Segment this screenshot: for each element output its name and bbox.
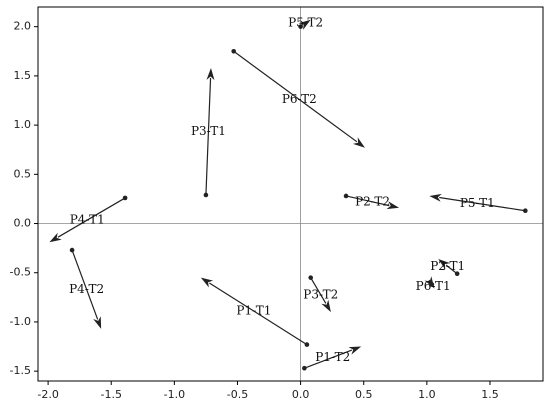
arrow-label: P3-T1 [191,124,226,138]
x-tick-label: -2.0 [37,388,58,401]
arrow-label: P5-T1 [460,196,495,210]
arrow-start [308,275,314,280]
arrow-label: P1-T1 [236,304,271,318]
arrow-label: P1-T2 [315,350,350,364]
arrow-shaft [71,249,99,320]
x-tick-label: -1.5 [100,388,121,401]
arrow-shaft [208,282,308,346]
arrow-label: P4-T2 [69,282,104,296]
y-tick-label: 0.5 [14,167,32,180]
arrow-start [203,192,209,198]
arrow-shaft [345,195,390,207]
arrow-label: P4-T1 [70,213,105,227]
x-tick-label: 1.5 [481,388,499,401]
arrow-start [298,24,303,29]
arrow-head [49,232,62,243]
arrow-head [429,193,442,202]
x-tick-label: 0.0 [292,388,310,401]
arrow-start [122,195,128,201]
arrow-head [352,137,365,148]
arrow-start [429,282,435,287]
y-tick-label: 2.0 [14,20,32,33]
y-tick-label: -1.5 [10,364,31,377]
arrow-shaft [310,277,327,304]
arrow-shaft [304,349,353,369]
arrow-label: P2-T1 [430,259,465,273]
y-tick-label: 1.5 [14,69,32,82]
arrow-start [69,247,75,253]
arrow-shaft [205,77,212,196]
arrow-label: P2-T2 [355,194,390,208]
x-tick-label: -0.5 [227,388,248,401]
arrow-head [200,277,214,288]
y-tick-label: -0.5 [10,266,31,279]
arrow-head [438,258,451,270]
arrow-head [298,19,311,30]
y-tick-label: 1.0 [14,118,32,131]
plot-frame [37,6,544,382]
arrow-start [454,271,460,277]
arrow-head [321,299,331,313]
x-tick-label: -1.0 [164,388,185,401]
arrow-head [348,346,362,355]
arrow-shaft [57,197,126,238]
x-tick-label: 0.5 [355,388,373,401]
x-tick-label: 1.0 [418,388,436,401]
arrow-start [304,342,310,347]
arrow-label: P5-T2 [288,16,323,30]
y-tick-label: -1.0 [10,315,31,328]
arrow-label: P6-T1 [416,279,451,293]
arrow-label: P6-T2 [282,92,317,106]
arrow-head [206,68,215,81]
arrow-start [302,365,307,371]
arrow-label: P3-T2 [303,287,338,301]
arrow-start [231,48,236,54]
arrow-shaft [233,50,358,143]
arrow-head [93,316,102,329]
arrow-head [386,201,400,210]
arrow-start [523,208,528,214]
arrow-start [343,193,349,199]
arrow-shaft [445,264,458,275]
arrow-shaft [439,196,526,212]
y-tick-label: 0.0 [14,217,32,230]
